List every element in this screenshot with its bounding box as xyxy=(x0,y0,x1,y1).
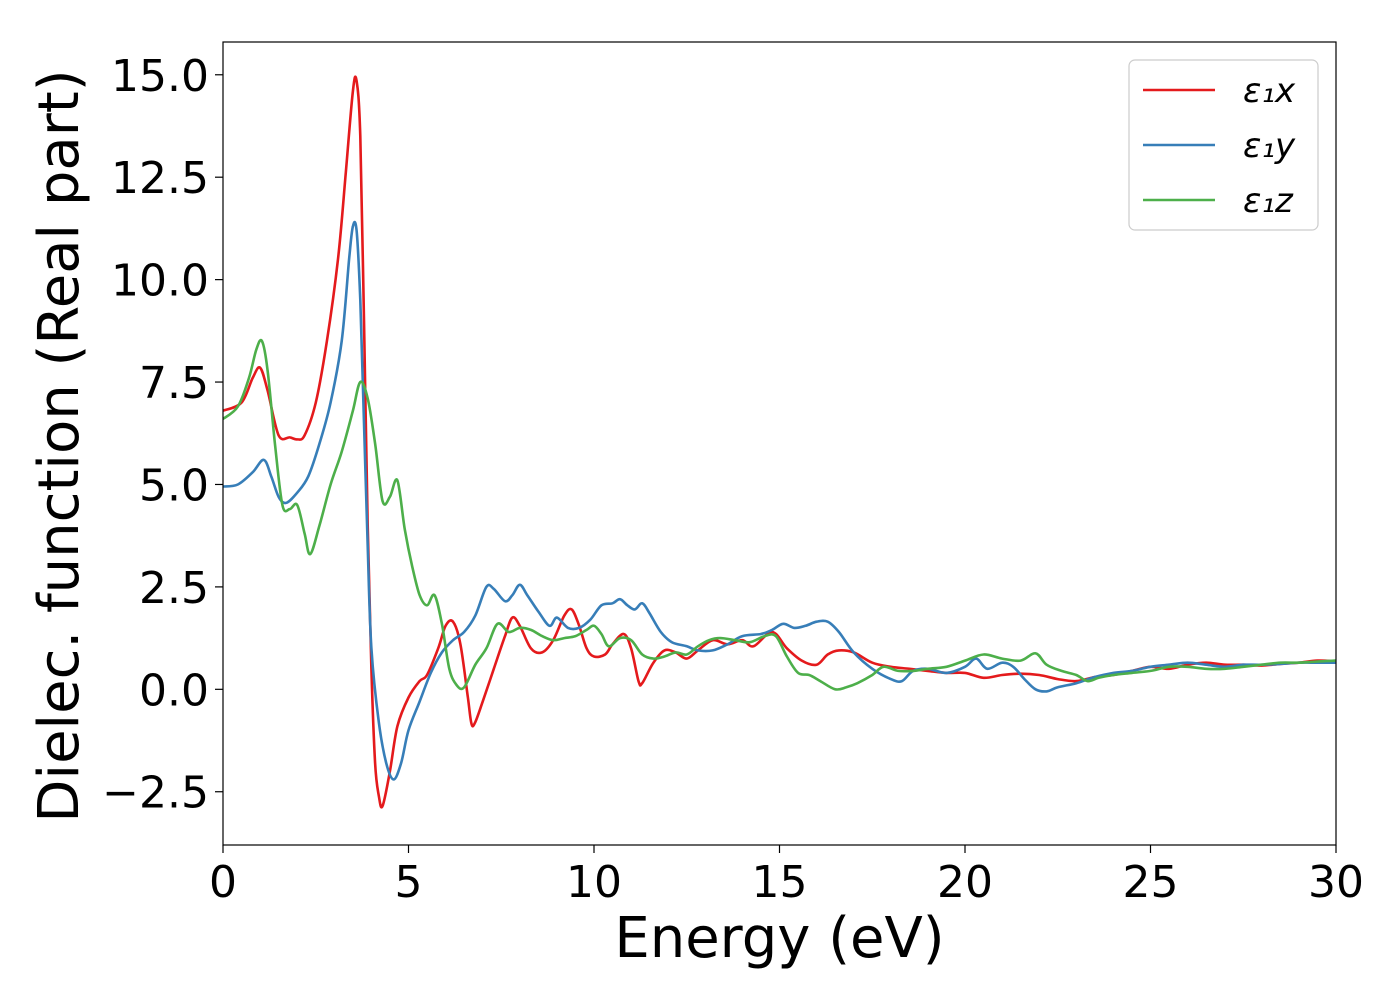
y-tick-label: −2.5 xyxy=(102,768,209,819)
y-tick-label: 15.0 xyxy=(111,51,209,102)
legend-box xyxy=(1128,59,1319,231)
x-tick-label: 30 xyxy=(1308,857,1364,908)
x-axis-label: Energy (eV) xyxy=(614,906,944,971)
x-tick-label: 10 xyxy=(566,857,622,908)
x-tick-label: 15 xyxy=(752,857,808,908)
x-tick-label: 5 xyxy=(395,857,423,908)
y-tick-label: 5.0 xyxy=(139,460,209,511)
series-line-1 xyxy=(223,75,1336,809)
legend-label-1: ε₁x xyxy=(1243,71,1296,111)
y-axis-label: Dielec. function (Real part) xyxy=(27,69,92,822)
x-axis-ticks: 0 5 10 15 20 25 30 xyxy=(209,845,1364,908)
series-layer xyxy=(223,75,1336,809)
legend-label-2: ε₁y xyxy=(1243,126,1296,166)
x-tick-label: 25 xyxy=(1123,857,1179,908)
x-tick-label: 0 xyxy=(209,857,237,908)
y-tick-label: 0.0 xyxy=(139,665,209,716)
x-tick-label: 20 xyxy=(937,857,993,908)
y-tick-label: 10.0 xyxy=(111,256,209,307)
series-line-3 xyxy=(223,338,1336,691)
y-tick-label: 7.5 xyxy=(139,358,209,409)
y-tick-label: 12.5 xyxy=(111,153,209,204)
y-tick-label: 2.5 xyxy=(139,563,209,614)
y-axis-ticks: −2.5 0.0 2.5 5.0 7.5 10.0 12.5 15.0 xyxy=(102,51,223,819)
legend: ε₁x ε₁y ε₁z xyxy=(1128,59,1319,231)
series-line-2 xyxy=(223,220,1336,781)
legend-label-3: ε₁z xyxy=(1243,181,1294,221)
